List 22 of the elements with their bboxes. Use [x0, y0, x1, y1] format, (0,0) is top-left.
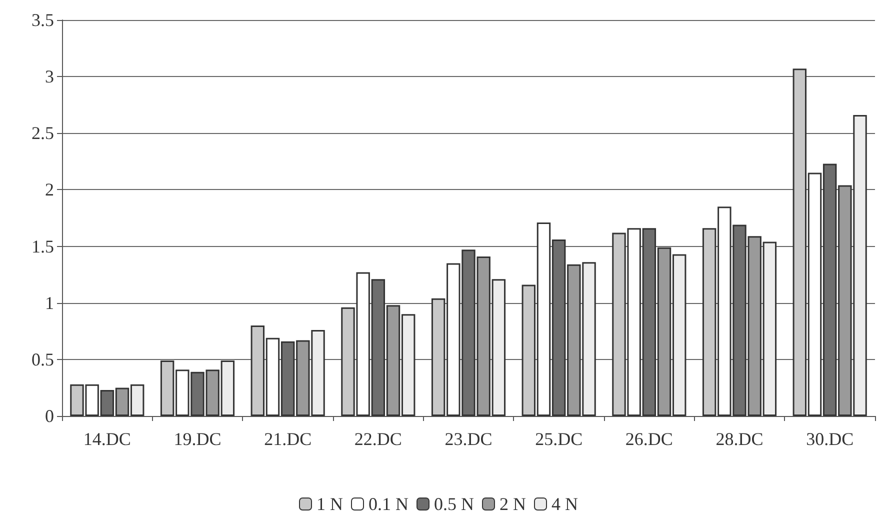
- x-tick-label: 14.DC: [83, 429, 131, 449]
- legend-label: 0.5 N: [434, 494, 474, 514]
- y-tick-label: 2: [45, 180, 54, 200]
- x-tick-label: 21.DC: [264, 429, 312, 449]
- x-tick-label: 23.DC: [444, 429, 492, 449]
- x-tick-label: 25.DC: [535, 429, 583, 449]
- y-tick-label: 0.5: [32, 349, 54, 370]
- y-tick-label: 3: [45, 66, 54, 87]
- y-tick-label: 3.5: [32, 10, 54, 30]
- x-tick-label: 26.DC: [625, 429, 673, 449]
- x-tick-label: 19.DC: [174, 429, 222, 449]
- y-tick-label: 2.5: [32, 123, 54, 144]
- legend-label: 0.1 N: [368, 494, 408, 514]
- y-tick-label: 1: [45, 292, 54, 313]
- legend-label: 2 N: [500, 494, 526, 514]
- x-tick-label: 30.DC: [806, 429, 854, 449]
- x-tick-label: 28.DC: [716, 429, 764, 449]
- x-tick-label: 22.DC: [354, 429, 402, 449]
- legend-label: 1 N: [316, 494, 343, 514]
- y-tick-label: 0: [45, 406, 54, 426]
- legend-label: 4 N: [552, 494, 578, 514]
- y-tick-label: 1.5: [32, 236, 54, 256]
